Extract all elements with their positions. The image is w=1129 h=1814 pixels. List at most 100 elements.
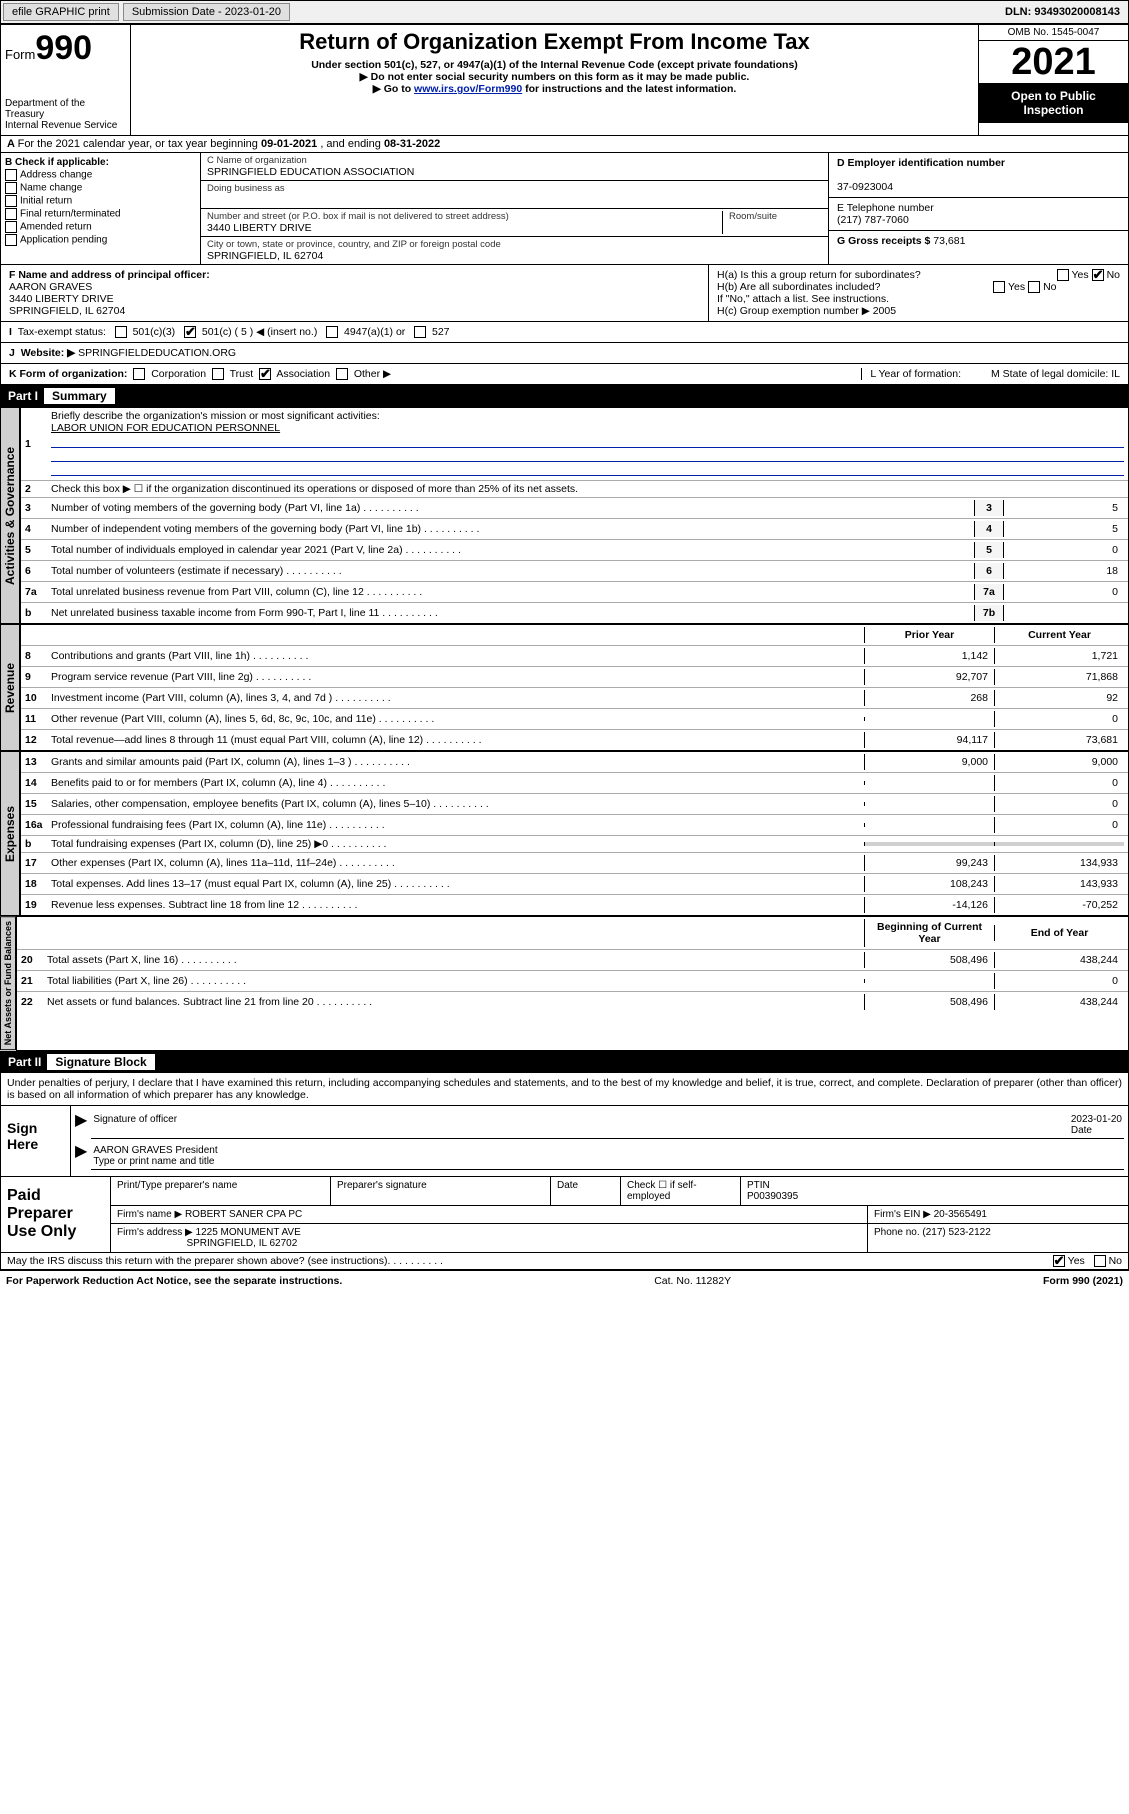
gross: 73,681 <box>933 235 965 247</box>
firm-label: Firm's name ▶ <box>117 1209 185 1220</box>
l2-text: Check this box ▶ ☐ if the organization d… <box>51 483 1124 495</box>
cb-amended[interactable]: Amended return <box>5 221 196 233</box>
dln-label: DLN: <box>1005 6 1034 18</box>
form-number: Form990 <box>5 29 126 68</box>
firm-name: ROBERT SANER CPA PC <box>185 1209 302 1220</box>
firm-ein: 20-3565491 <box>934 1209 987 1220</box>
box-i: I Tax-exempt status: 501(c)(3) 501(c) ( … <box>0 322 1129 343</box>
subtitle-2: Do not enter social security numbers on … <box>139 71 970 83</box>
prep-label: Paid Preparer Use Only <box>1 1177 111 1252</box>
section-governance: Activities & Governance 1 Briefly descri… <box>0 407 1129 624</box>
dln-value: 93493020008143 <box>1034 6 1120 18</box>
cb-pending[interactable]: Application pending <box>5 234 196 246</box>
opt-final: Final return/terminated <box>20 209 121 220</box>
website-label: Website: ▶ <box>21 347 78 359</box>
firm-phone-label: Phone no. <box>874 1227 922 1238</box>
sig-name: AARON GRAVES President <box>93 1145 217 1156</box>
section-netassets: Net Assets or Fund Balances Beginning of… <box>0 916 1129 1050</box>
sub3-post: for instructions and the latest informat… <box>522 83 736 95</box>
city: SPRINGFIELD, IL 62704 <box>207 250 822 262</box>
firm-addr-label: Firm's address ▶ <box>117 1227 196 1238</box>
hc-val: 2005 <box>873 305 896 317</box>
room-label: Room/suite <box>729 211 822 222</box>
tax-year-end: 08-31-2022 <box>384 138 440 150</box>
opt-pending: Application pending <box>20 235 107 246</box>
discuss-text: May the IRS discuss this return with the… <box>7 1255 388 1267</box>
cb-name-change[interactable]: Name change <box>5 182 196 194</box>
box-h: H(a) Is this a group return for subordin… <box>708 265 1128 321</box>
dept-treasury: Department of the Treasury <box>5 98 126 120</box>
submission-label: Submission Date - <box>132 6 225 18</box>
k-label: K Form of organization: <box>9 368 127 380</box>
opt-amended: Amended return <box>20 222 92 233</box>
header-mid: Return of Organization Exempt From Incom… <box>131 25 978 135</box>
efile-print-button[interactable]: efile GRAPHIC print <box>3 3 119 21</box>
officer-name: AARON GRAVES <box>9 281 92 293</box>
hdr-prior: Prior Year <box>864 627 994 643</box>
opt-501c: 501(c) ( 5 ) ◀ (insert no.) <box>202 326 317 338</box>
hdr-curr: Current Year <box>994 627 1124 643</box>
lineA-mid: , and ending <box>320 138 384 150</box>
phone: (217) 787-7060 <box>837 214 909 226</box>
city-label: City or town, state or province, country… <box>207 239 822 250</box>
org-name-label: C Name of organization <box>207 155 822 166</box>
l-year-formation: L Year of formation: <box>870 368 961 380</box>
prep-h4: Check ☐ if self-employed <box>621 1177 741 1205</box>
prep-h3: Date <box>551 1177 621 1205</box>
tax-year-begin: 09-01-2021 <box>261 138 317 150</box>
sig-date-col: 2023-01-20 Date <box>1071 1114 1122 1136</box>
officer-city: SPRINGFIELD, IL 62704 <box>9 305 125 317</box>
l1-text: Briefly describe the organization's miss… <box>51 410 380 422</box>
phone-label: E Telephone number <box>837 202 934 214</box>
opt-527: 527 <box>432 326 450 338</box>
sub3-pre: Go to <box>384 83 414 95</box>
dln: DLN: 93493020008143 <box>1005 6 1126 18</box>
m-domicile: M State of legal domicile: IL <box>991 368 1120 380</box>
k-assoc: Association <box>276 368 330 380</box>
form990-link[interactable]: www.irs.gov/Form990 <box>414 83 522 95</box>
box-c: C Name of organization SPRINGFIELD EDUCA… <box>201 153 828 264</box>
ein-label: D Employer identification number <box>837 157 1005 169</box>
cb-address-change[interactable]: Address change <box>5 169 196 181</box>
submission-date-button[interactable]: Submission Date - 2023-01-20 <box>123 3 290 21</box>
part2-num: Part II <box>8 1055 41 1069</box>
section-expenses: Expenses 13Grants and similar amounts pa… <box>0 751 1129 916</box>
ptin: P00390395 <box>747 1191 798 1202</box>
header-right: OMB No. 1545-0047 2021 Open to Public In… <box>978 25 1128 135</box>
firm-phone: (217) 523-2122 <box>922 1227 990 1238</box>
line-a: A For the 2021 calendar year, or tax yea… <box>0 136 1129 153</box>
box-j: J Website: ▶ SPRINGFIELDEDUCATION.ORG <box>0 343 1129 364</box>
sig-date-label: Date <box>1071 1125 1092 1136</box>
prep-h2: Preparer's signature <box>331 1177 551 1205</box>
penalty-statement: Under penalties of perjury, I declare th… <box>0 1073 1129 1105</box>
subtitle-1: Under section 501(c), 527, or 4947(a)(1)… <box>139 59 970 71</box>
box-k: K Form of organization: Corporation Trus… <box>0 364 1129 385</box>
prep-h5: PTIN <box>747 1180 770 1191</box>
part1-num: Part I <box>8 389 38 403</box>
tab-governance: Activities & Governance <box>0 407 20 624</box>
footer-left: For Paperwork Reduction Act Notice, see … <box>6 1275 342 1287</box>
subtitle-3: Go to www.irs.gov/Form990 for instructio… <box>139 83 970 95</box>
part2-title: Signature Block <box>47 1054 154 1070</box>
gross-label: G Gross receipts $ <box>837 235 933 247</box>
cb-final[interactable]: Final return/terminated <box>5 208 196 220</box>
street: 3440 LIBERTY DRIVE <box>207 222 722 234</box>
opt-501c3: 501(c)(3) <box>133 326 176 338</box>
preparer-block: Paid Preparer Use Only Print/Type prepar… <box>1 1177 1128 1252</box>
opt-initial: Initial return <box>20 196 72 207</box>
tax-year: 2021 <box>979 41 1128 83</box>
opt-address: Address change <box>20 170 92 181</box>
part1-title: Summary <box>44 388 115 404</box>
street-label: Number and street (or P.O. box if mail i… <box>207 211 722 222</box>
opt-name: Name change <box>20 183 82 194</box>
firm-addr2: SPRINGFIELD, IL 62702 <box>186 1238 297 1249</box>
hb-no: No <box>1043 281 1056 293</box>
tab-expenses: Expenses <box>0 751 20 916</box>
cb-initial[interactable]: Initial return <box>5 195 196 207</box>
officer-street: 3440 LIBERTY DRIVE <box>9 293 114 305</box>
sign-here-label: Sign Here <box>1 1106 71 1176</box>
arrow-icon <box>75 1110 91 1141</box>
hdr-end: End of Year <box>994 925 1124 941</box>
sig-date: 2023-01-20 <box>1071 1114 1122 1125</box>
firm-addr1: 1225 MONUMENT AVE <box>196 1227 301 1238</box>
